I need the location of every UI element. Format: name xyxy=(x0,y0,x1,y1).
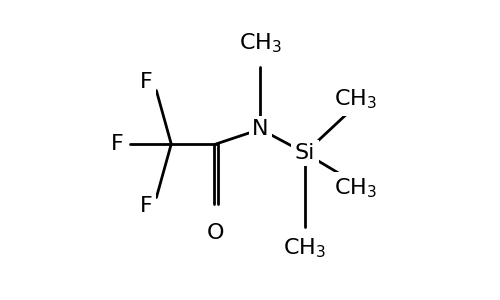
Text: Si: Si xyxy=(295,143,315,163)
Text: $\mathregular{CH_3}$: $\mathregular{CH_3}$ xyxy=(284,236,327,260)
Text: $\mathregular{CH_3}$: $\mathregular{CH_3}$ xyxy=(334,177,377,200)
Text: N: N xyxy=(252,119,268,139)
Text: $\mathregular{CH_3}$: $\mathregular{CH_3}$ xyxy=(334,88,377,111)
Text: F: F xyxy=(140,196,152,217)
Text: O: O xyxy=(207,223,224,243)
Text: F: F xyxy=(112,134,124,154)
Text: $\mathregular{CH_3}$: $\mathregular{CH_3}$ xyxy=(239,31,282,55)
Text: F: F xyxy=(140,72,152,92)
